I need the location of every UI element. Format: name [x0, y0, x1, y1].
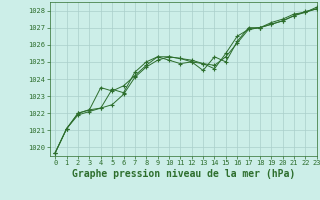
X-axis label: Graphe pression niveau de la mer (hPa): Graphe pression niveau de la mer (hPa): [72, 169, 295, 179]
